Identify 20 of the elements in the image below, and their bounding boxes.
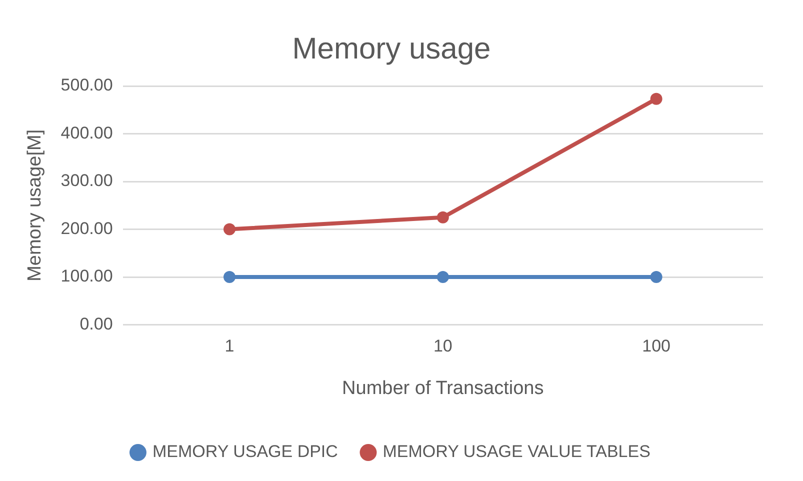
y-tick-label: 100.00 — [60, 266, 113, 286]
y-tick-label: 500.00 — [60, 76, 113, 95]
point — [223, 223, 236, 236]
y-tick-label: 200.00 — [60, 218, 113, 238]
x-axis-title: Number of Transactions — [342, 378, 544, 399]
x-tick-label: 1 — [224, 336, 234, 356]
chart-title: Memory usage — [292, 32, 491, 66]
point — [223, 271, 236, 284]
y-tick-label: 300.00 — [60, 171, 113, 190]
point — [650, 271, 662, 284]
legend-label: MEMORY USAGE DPIC — [152, 442, 338, 462]
point — [650, 92, 662, 105]
legend-label: MEMORY USAGE VALUE TABLES — [382, 442, 650, 462]
y-tick-label: 0.00 — [80, 314, 113, 334]
point — [436, 271, 449, 284]
point — [436, 211, 449, 224]
x-tick-label: 10 — [433, 336, 452, 356]
y-axis-title: Memory usage[M] — [24, 129, 46, 282]
x-tick-label: 100 — [642, 336, 670, 356]
y-tick-label: 400.00 — [60, 123, 113, 142]
